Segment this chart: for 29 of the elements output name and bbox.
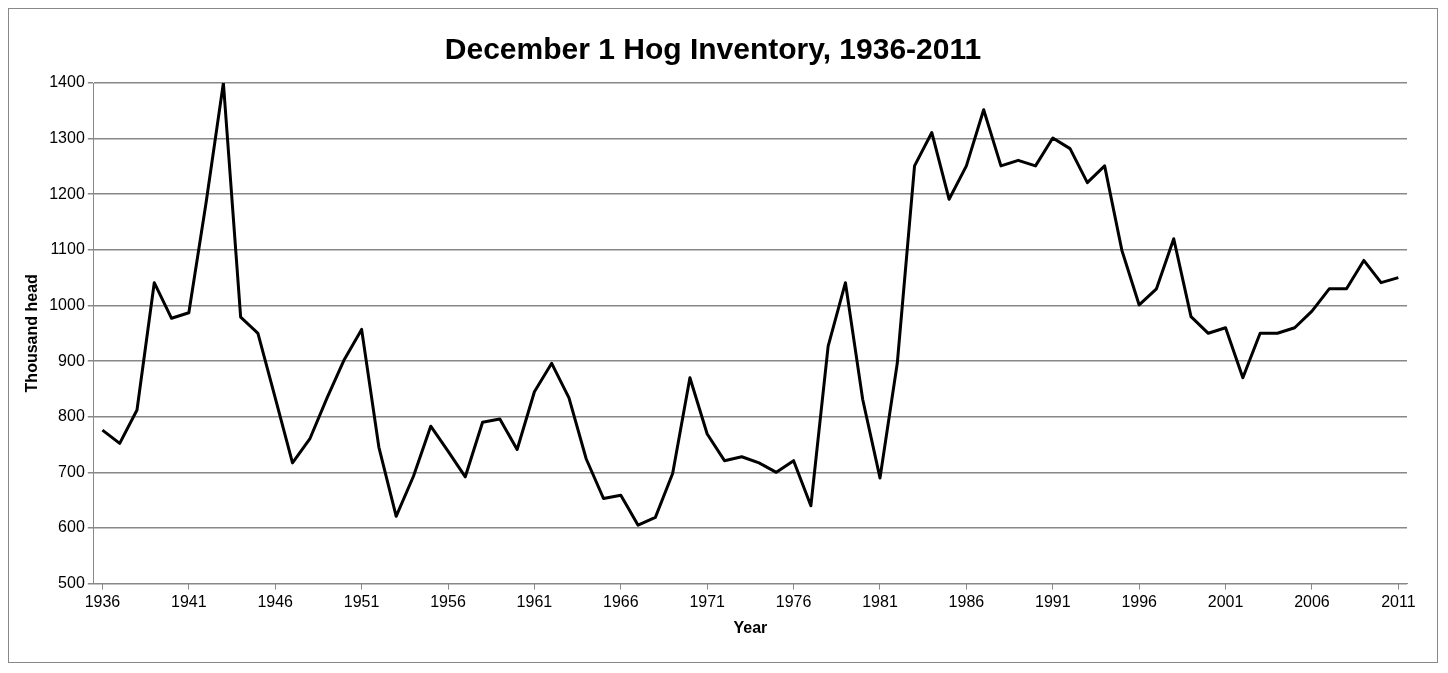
y-tick-label: 900 [58, 351, 85, 369]
y-axis-title: Thousand head [23, 274, 41, 393]
x-tick-label: 1946 [257, 592, 294, 610]
x-tick-label: 2011 [1381, 592, 1416, 610]
x-tick-label: 1971 [689, 592, 726, 610]
y-tick-label: 700 [58, 462, 85, 480]
x-tick-label: 2001 [1207, 592, 1244, 610]
y-tick-label: 1100 [50, 240, 85, 258]
y-tick-label: 500 [58, 574, 85, 592]
x-tick-label: 1996 [1121, 592, 1158, 610]
x-tick-label: 1981 [862, 592, 898, 610]
x-tick-label: 2006 [1294, 592, 1330, 610]
y-tick-label: 1200 [49, 184, 85, 202]
x-tick-label: 1986 [948, 592, 985, 610]
x-tick-label: 1966 [603, 592, 639, 610]
y-tick-label: 1000 [49, 295, 85, 313]
y-tick-label: 800 [58, 407, 85, 425]
y-tick-label: 1400 [49, 73, 85, 91]
x-tick-label: 1951 [343, 592, 380, 610]
x-tick-label: 1956 [430, 592, 466, 610]
x-tick-label: 1976 [775, 592, 812, 610]
y-tick-label: 1300 [49, 129, 85, 147]
x-tick-label: 1961 [516, 592, 553, 610]
x-axis-title: Year [733, 618, 768, 636]
x-tick-label: 1936 [84, 592, 121, 610]
x-tick-label: 1991 [1034, 592, 1071, 610]
y-tick-label: 600 [58, 518, 85, 536]
x-tick-label: 1941 [171, 592, 207, 610]
chart-title: December 1 Hog Inventory, 1936-2011 [444, 32, 982, 66]
